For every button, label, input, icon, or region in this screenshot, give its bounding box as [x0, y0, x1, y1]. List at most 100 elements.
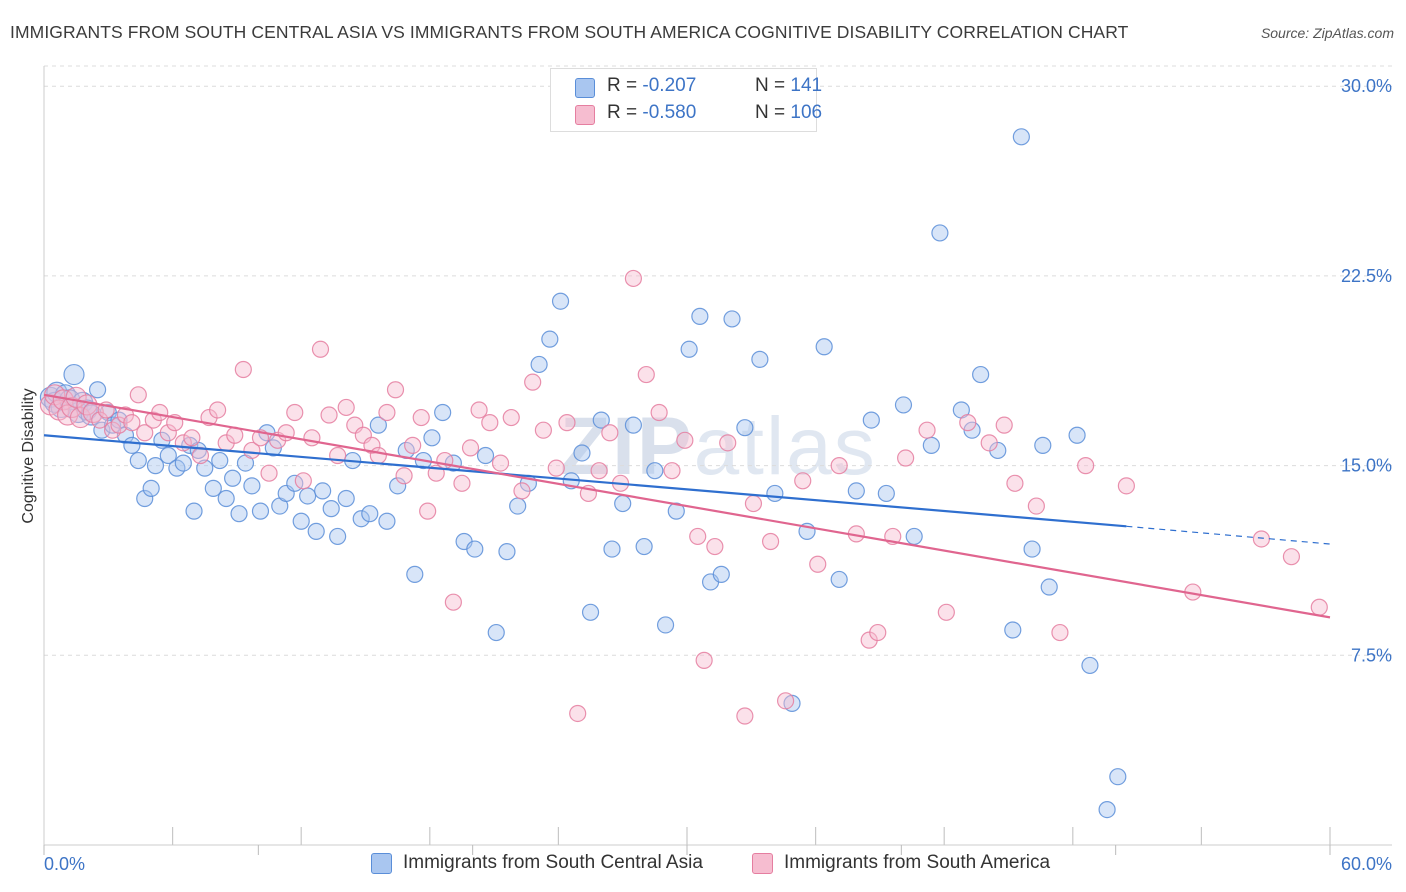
point-south-america: [1006, 474, 1024, 492]
point-south-central-asia: [592, 411, 610, 429]
legend-n-label: N =: [755, 102, 786, 123]
bottom-legend-swatch-south-america: [752, 853, 773, 874]
point-south-america: [419, 502, 437, 520]
point-south-central-asia: [251, 502, 270, 520]
point-south-america: [624, 269, 643, 288]
point-south-central-asia: [635, 537, 653, 556]
legend-swatch-south-america: [575, 105, 595, 125]
point-south-america: [286, 403, 304, 422]
point-south-america: [558, 414, 576, 432]
point-south-america: [676, 431, 694, 449]
point-south-america: [776, 692, 795, 710]
point-south-central-asia: [573, 444, 591, 462]
legend-r-label: R =: [607, 75, 638, 96]
point-south-central-asia: [922, 436, 940, 454]
point-south-central-asia: [352, 510, 370, 528]
point-south-america: [491, 454, 510, 472]
point-south-central-asia: [1012, 128, 1030, 146]
point-south-central-asia: [1068, 426, 1086, 444]
point-south-america: [513, 482, 531, 500]
point-south-central-asia: [337, 489, 355, 508]
point-south-central-asia: [196, 459, 214, 477]
point-south-central-asia: [63, 363, 85, 386]
point-south-central-asia: [211, 451, 229, 470]
bottom-legend-label: Immigrants from South Central Asia: [403, 852, 703, 873]
point-south-central-asia: [123, 436, 141, 454]
point-south-central-asia: [378, 512, 396, 530]
point-south-central-asia: [847, 482, 865, 500]
point-south-america: [689, 527, 707, 546]
point-south-central-asia: [434, 403, 452, 422]
point-south-central-asia: [530, 355, 548, 374]
point-south-central-asia: [1034, 436, 1052, 454]
point-south-central-asia: [406, 565, 424, 583]
point-south-central-asia: [129, 451, 147, 470]
point-south-america: [260, 464, 278, 482]
point-south-america: [243, 441, 261, 460]
point-south-central-asia: [972, 365, 990, 384]
point-south-central-asia: [142, 479, 160, 497]
point-south-central-asia: [1098, 800, 1116, 819]
point-south-america: [959, 414, 977, 432]
point-south-america: [695, 651, 713, 669]
point-south-central-asia: [614, 494, 632, 513]
watermark-atlas: atlas: [693, 401, 877, 492]
point-south-america: [470, 401, 488, 419]
bottom-legend-swatch-south-central-asia: [371, 853, 392, 874]
point-south-america: [1252, 530, 1271, 548]
point-south-america: [129, 386, 147, 404]
point-south-america: [412, 408, 430, 427]
point-south-america: [794, 472, 812, 490]
legend-r-label: R =: [607, 102, 638, 123]
point-south-america: [1282, 548, 1301, 566]
point-south-america: [1051, 623, 1069, 642]
point-south-america: [136, 424, 154, 442]
point-south-america: [547, 459, 565, 477]
point-south-america: [363, 436, 381, 454]
point-south-central-asia: [712, 565, 730, 583]
y-tick-label: 15.0%: [1341, 456, 1392, 476]
point-south-central-asia: [185, 502, 203, 520]
point-south-america: [1310, 598, 1328, 616]
point-south-america: [303, 429, 321, 447]
point-south-america: [369, 446, 387, 465]
point-south-america: [569, 704, 587, 723]
point-south-central-asia: [487, 623, 505, 642]
point-south-central-asia: [894, 396, 913, 414]
point-south-central-asia: [656, 616, 675, 634]
point-south-central-asia: [369, 416, 387, 434]
point-south-america: [809, 555, 827, 573]
point-south-central-asia: [751, 350, 769, 368]
point-south-america: [404, 436, 422, 454]
point-south-america: [601, 424, 619, 442]
point-south-central-asia: [603, 540, 621, 558]
point-south-america: [337, 398, 355, 417]
point-south-central-asia: [581, 603, 600, 621]
point-south-central-asia: [88, 381, 107, 399]
point-south-central-asia: [766, 484, 784, 503]
point-south-america: [294, 472, 312, 490]
point-south-america: [637, 365, 655, 384]
trendline-south-america: [43, 393, 1331, 619]
point-south-central-asia: [1040, 578, 1058, 596]
point-south-central-asia: [299, 487, 317, 505]
point-south-america: [524, 373, 542, 391]
trendline-south-central-asia-extension: [1126, 525, 1331, 545]
chart-title: IMMIGRANTS FROM SOUTH CENTRAL ASIA VS IM…: [10, 22, 1129, 42]
point-south-america: [590, 462, 608, 480]
legend-n-label: N =: [755, 75, 786, 96]
legend-r-value: -0.580: [642, 102, 697, 123]
point-south-america: [395, 467, 413, 485]
point-south-central-asia: [624, 416, 643, 434]
point-south-america: [980, 434, 998, 452]
point-south-america: [1077, 457, 1095, 475]
point-south-america: [534, 421, 552, 439]
point-south-central-asia: [1109, 768, 1127, 786]
legend-swatch-south-central-asia: [575, 78, 595, 98]
point-south-central-asia: [1023, 540, 1041, 558]
point-south-central-asia: [680, 340, 698, 358]
point-south-central-asia: [498, 543, 516, 561]
x-tick-label: 0.0%: [44, 854, 85, 874]
point-south-america: [706, 537, 724, 556]
point-south-america: [830, 457, 848, 475]
